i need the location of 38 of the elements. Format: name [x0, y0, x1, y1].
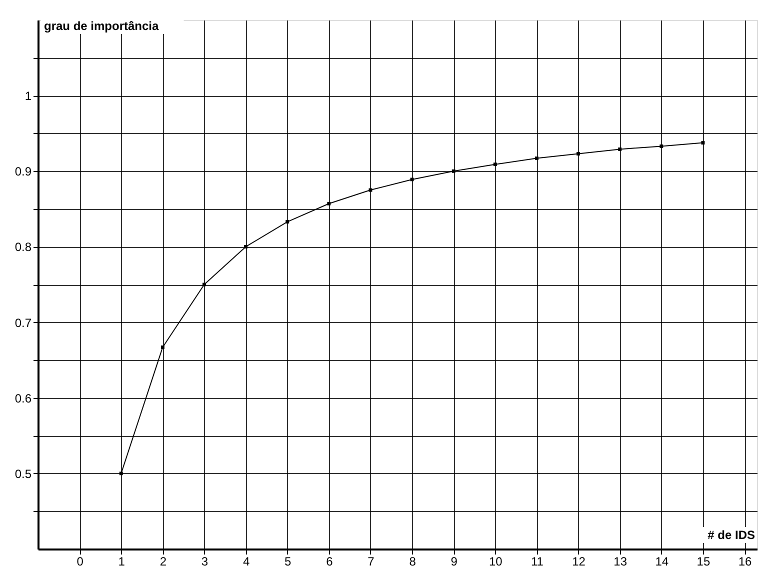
point: [660, 144, 664, 148]
y-tick-label: 0.7: [14, 316, 32, 330]
y-tick-label: 0.9: [14, 164, 32, 179]
y-tick-label: 1: [24, 89, 32, 104]
x-tick-label: 6: [326, 554, 334, 568]
point: [119, 472, 123, 476]
point: [244, 244, 248, 248]
x-tick-label: 1: [118, 554, 126, 568]
point: [534, 156, 538, 160]
x-tick-label: 4: [242, 554, 250, 568]
point: [286, 220, 290, 224]
x-tick-label: 3: [201, 554, 208, 568]
x-axis-title: # de IDS: [708, 528, 755, 542]
x-tick-label: 8: [409, 554, 416, 568]
x-tick-label: 14: [655, 554, 669, 568]
x-tick-label: 15: [696, 554, 710, 568]
y-axis-title: grau de importância: [44, 19, 160, 33]
x-tick-label: 13: [614, 554, 628, 568]
point: [493, 162, 497, 166]
y-tick-label: 0.5: [14, 466, 32, 481]
point: [327, 202, 331, 206]
x-tick-label: 11: [530, 554, 544, 568]
point: [160, 345, 164, 349]
x-tick-label: 16: [738, 554, 752, 568]
x-tick-label: 10: [488, 554, 503, 568]
point: [410, 178, 414, 182]
x-tick-label: 7: [368, 554, 375, 568]
x-tick-label: 2: [160, 554, 167, 568]
x-tick-label: 5: [284, 554, 292, 568]
y-tick-label: 0.8: [14, 240, 32, 254]
y-tick-label: 0.6: [14, 391, 32, 406]
point: [576, 152, 580, 156]
x-tick-label: 0: [76, 554, 84, 568]
point: [452, 169, 456, 173]
x-tick-label: 9: [450, 554, 458, 568]
point: [701, 141, 705, 145]
point: [618, 147, 622, 151]
x-tick-label: 12: [572, 554, 586, 568]
